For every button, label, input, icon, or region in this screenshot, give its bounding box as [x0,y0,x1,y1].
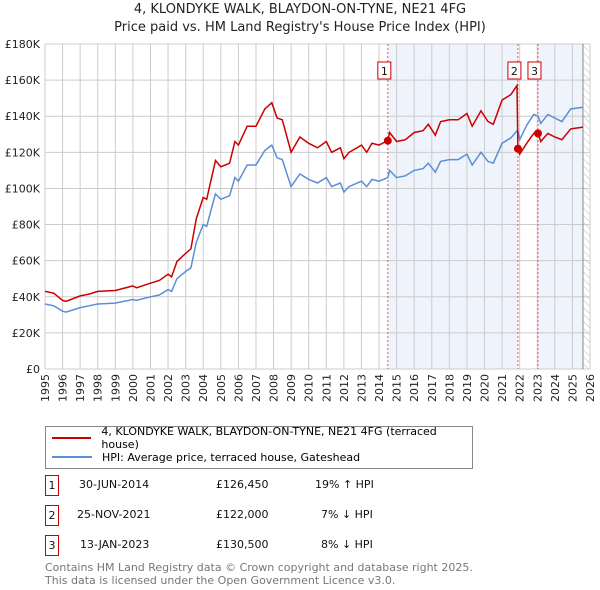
sale-label: 1 [381,65,388,78]
forecast-hatch [582,44,590,369]
x-tick-label: 2024 [549,374,562,402]
shaded-region [537,44,583,369]
sale-marker: 2 [45,505,59,526]
chart-title: 4, KLONDYKE WALK, BLAYDON-ON-TYNE, NE21 … [133,2,467,17]
sale-point [533,129,542,138]
x-tick-label: 2002 [162,374,175,402]
legend-label: 4, KLONDYKE WALK, BLAYDON-ON-TYNE, NE21 … [101,425,437,451]
y-tick-label: £60K [12,255,41,268]
y-tick-label: £180K [5,38,41,51]
y-tick-label: £100K [5,182,41,195]
footer-licence: This data is licensed under the Open Gov… [45,574,396,587]
x-tick-label: 2026 [584,374,597,402]
table-row: 1 30-JUN-2014 £126,450 19% ↑ HPI [45,475,600,496]
x-tick-label: 2019 [461,374,474,402]
x-tick-label: 2025 [566,374,579,402]
x-tick-label: 2015 [391,374,404,402]
sale-label-box [527,61,542,80]
x-tick-label: 2013 [355,374,368,402]
x-tick-label: 2004 [197,374,210,402]
x-tick-label: 2012 [338,374,351,402]
x-tick-label: 2014 [373,374,386,402]
x-tick-label: 2021 [496,374,509,402]
price-series-line [44,83,584,303]
hpi-series-line [44,106,584,313]
x-tick-label: 2016 [408,374,421,402]
price-chart: 1995 1996 1997 1998 1999 2000 2001 2002 2003 2004… [5,38,597,402]
sale-date: 13-JAN-2023 [80,538,150,551]
x-tick-label: 2011 [320,374,333,402]
sale-label: 3 [531,65,538,78]
x-tick-label: 2018 [443,374,456,402]
x-tick-label: 1997 [74,374,87,402]
sale-date: 30-JUN-2014 [79,478,150,491]
sale-date: 25-NOV-2021 [77,508,151,521]
legend: 4, KLONDYKE WALK, BLAYDON-ON-TYNE, NE21 … [45,425,473,469]
table-row: 3 13-JAN-2023 £130,500 8% ↓ HPI [45,535,600,556]
sale-label: 2 [511,65,518,78]
x-tick-label: 2006 [232,374,245,402]
sale-price: £130,500 [216,538,269,551]
y-tick-label: £20K [12,327,41,340]
x-tick-label: 2010 [303,374,316,402]
sale-hpi: 19% ↑ HPI [315,478,374,491]
sale-point [513,144,522,153]
x-tick-label: 2005 [215,374,228,402]
x-tick-label: 2000 [127,374,140,402]
sale-hpi: 7% ↓ HPI [321,508,373,521]
y-tick-label: £40K [12,291,41,304]
footer-copyright: Contains HM Land Registry data © Crown c… [45,561,473,574]
y-tick-label: £160K [5,74,41,87]
y-tick-label: £140K [5,110,41,123]
x-tick-label: 2007 [250,374,263,402]
shaded-region [387,44,518,369]
x-tick-label: 2008 [268,374,281,402]
chart-subtitle: Price paid vs. HM Land Registry's House … [114,20,486,35]
legend-item-hpi: HPI: Average price, terraced house, Gate… [52,449,360,465]
sale-hpi: 8% ↓ HPI [321,538,373,551]
x-tick-label: 1995 [39,374,52,402]
legend-swatch-blue [52,456,92,458]
x-tick-label: 1998 [92,374,105,402]
sale-marker: 1 [45,475,59,496]
x-tick-label: 2023 [531,374,544,402]
sale-price: £126,450 [216,478,269,491]
legend-item-property: 4, KLONDYKE WALK, BLAYDON-ON-TYNE, NE21 … [52,425,472,451]
sale-label-box [507,61,522,80]
x-tick-label: 2017 [426,374,439,402]
x-tick-label: 2003 [180,374,193,402]
legend-label: HPI: Average price, terraced house, Gate… [102,450,361,464]
x-tick-label: 2022 [514,374,527,402]
x-tick-label: 2001 [144,374,157,402]
sale-marker: 3 [45,535,59,556]
x-tick-label: 2009 [285,374,298,402]
y-tick-label: £80K [12,219,41,232]
sale-point [383,136,392,145]
table-row: 2 25-NOV-2021 £122,000 7% ↓ HPI [45,505,600,526]
x-tick-label: 1996 [57,374,70,402]
sale-price: £122,000 [216,508,269,521]
x-tick-label: 2020 [479,374,492,402]
y-tick-label: £0 [26,363,40,376]
legend-swatch-red [52,437,92,439]
x-tick-label: 1999 [109,374,122,402]
y-tick-label: £120K [5,146,41,159]
sale-label-box [377,61,392,80]
